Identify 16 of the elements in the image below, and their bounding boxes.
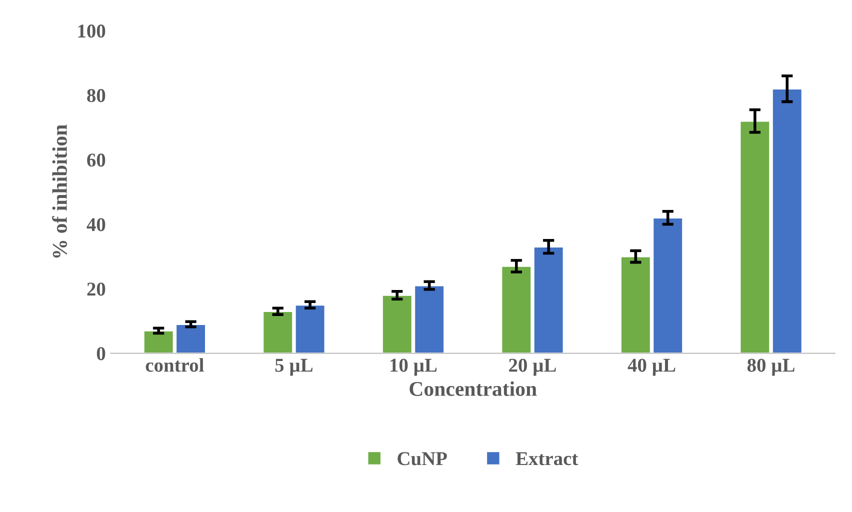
y-tick-label: 80 <box>87 89 106 102</box>
x-tick-label: 10 µL <box>390 358 437 376</box>
y-tick-label: 40 <box>86 218 106 232</box>
y-tick-label: 20 <box>87 282 106 296</box>
x-tick-label: control <box>146 358 204 372</box>
x-tick-label: 80 µL <box>747 358 794 376</box>
x-tick-label: 40 µL <box>628 358 676 376</box>
legend-label: Extract <box>516 452 578 466</box>
x-axis-title: Concentration <box>410 381 537 396</box>
y-axis-title: % of inhibition <box>52 124 68 258</box>
y-tick-label: 0 <box>96 347 106 360</box>
legend-label: CuNP <box>398 452 447 466</box>
x-tick-label: 5 µL <box>275 358 313 376</box>
y-tick-label: 60 <box>87 154 106 167</box>
y-tick-label: 100 <box>78 24 106 38</box>
x-tick-label: 20 µL <box>509 358 556 376</box>
